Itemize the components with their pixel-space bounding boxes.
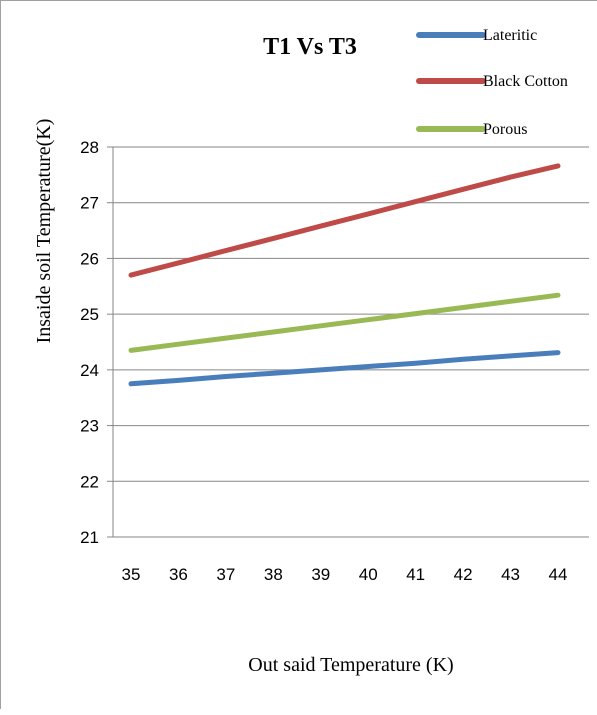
y-tick-label-22: 22 bbox=[80, 472, 99, 491]
x-axis-title: Out said Temperature (K) bbox=[248, 654, 453, 676]
x-tick-label-35: 35 bbox=[122, 565, 141, 584]
x-tick-label-39: 39 bbox=[311, 565, 330, 584]
grid-lines bbox=[113, 146, 589, 482]
axes bbox=[107, 146, 589, 538]
series-line-porous bbox=[128, 292, 561, 353]
legend-label-black-cotton: Black Cotton bbox=[483, 73, 568, 90]
x-tick-label-38: 38 bbox=[264, 565, 283, 584]
y-tick-label-21: 21 bbox=[80, 528, 99, 547]
series-line-lateritic bbox=[128, 350, 561, 387]
x-tick-label-41: 41 bbox=[406, 565, 425, 584]
legend-label-lateritic: Lateritic bbox=[483, 27, 537, 44]
y-tick-label-27: 27 bbox=[80, 194, 99, 213]
y-tick-label-23: 23 bbox=[80, 417, 99, 436]
chart-title: T1 Vs T3 bbox=[263, 34, 357, 60]
x-tick-label-42: 42 bbox=[454, 565, 473, 584]
x-tick-label-40: 40 bbox=[359, 565, 378, 584]
legend-label-porous: Porous bbox=[483, 121, 527, 138]
series-lines bbox=[128, 163, 561, 387]
tick-labels: 21 22 23 24 25 26 27 28 35 36 37 38 39 40 41 42 43 44 bbox=[80, 138, 567, 584]
y-tick-label-28: 28 bbox=[80, 138, 99, 157]
y-tick-label-25: 25 bbox=[80, 305, 99, 324]
x-tick-label-36: 36 bbox=[169, 565, 188, 584]
x-tick-label-44: 44 bbox=[549, 565, 568, 584]
legend: Lateritic Black Cotton Porous bbox=[416, 27, 568, 138]
x-tick-label-43: 43 bbox=[501, 565, 520, 584]
x-tick-label-37: 37 bbox=[216, 565, 235, 584]
y-tick-label-24: 24 bbox=[80, 361, 99, 380]
series-line-black-cotton bbox=[128, 163, 561, 278]
y-tick-label-26: 26 bbox=[80, 249, 99, 268]
y-axis-title: Insaide soil Temperature(K) bbox=[33, 119, 55, 344]
